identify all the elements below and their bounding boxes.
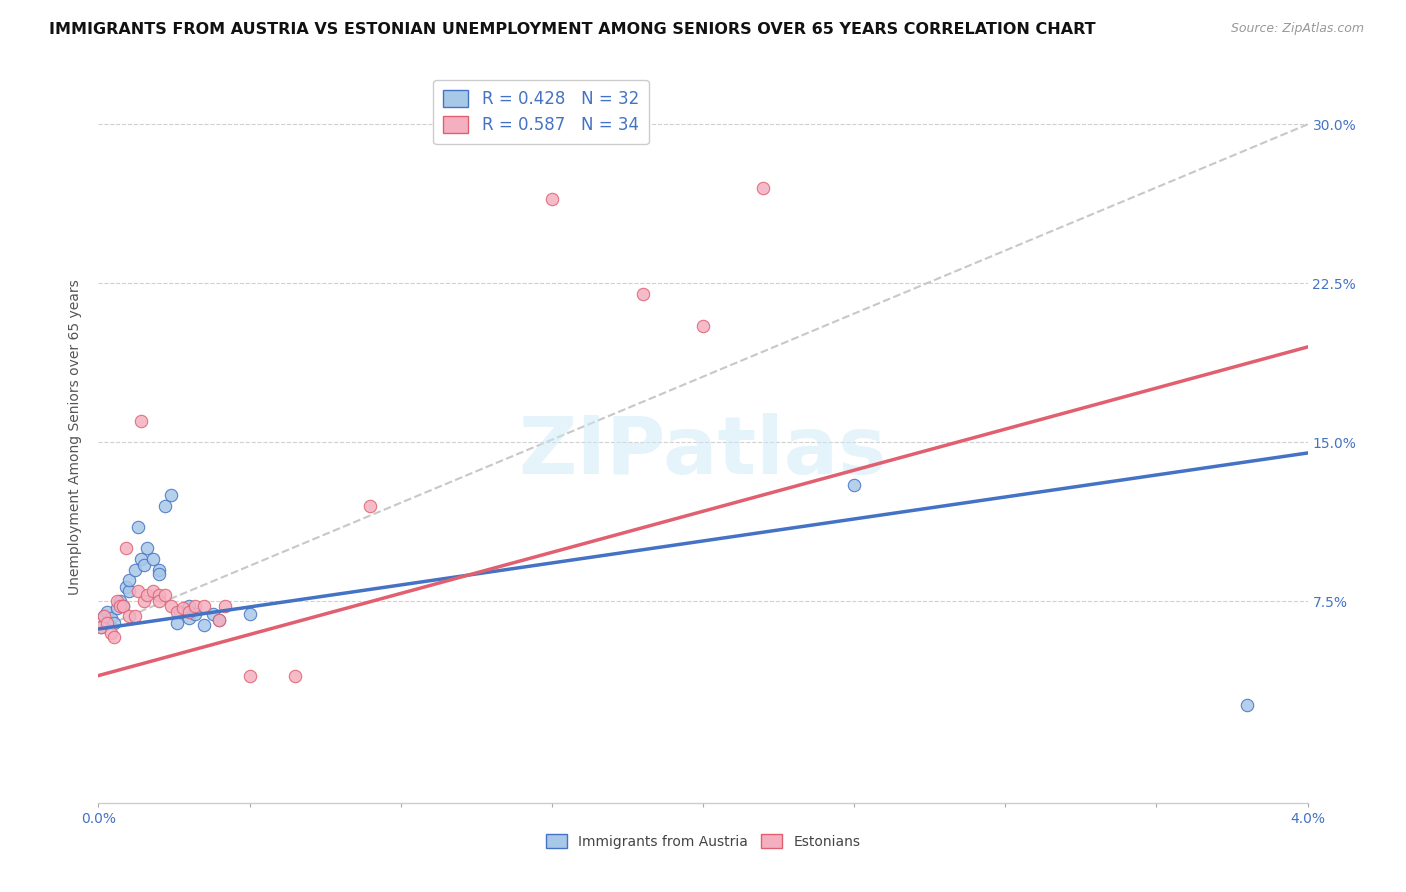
Point — [114, 541, 136, 556]
Point — [193, 617, 215, 632]
Point — [540, 192, 562, 206]
Point — [142, 583, 165, 598]
Point — [103, 631, 125, 645]
Point — [135, 541, 157, 556]
Point — [153, 499, 176, 513]
Point — [172, 600, 194, 615]
Text: IMMIGRANTS FROM AUSTRIA VS ESTONIAN UNEMPLOYMENT AMONG SENIORS OVER 65 YEARS COR: IMMIGRANTS FROM AUSTRIA VS ESTONIAN UNEM… — [49, 22, 1095, 37]
Y-axis label: Unemployment Among Seniors over 65 years: Unemployment Among Seniors over 65 years — [69, 279, 83, 595]
Point — [148, 563, 170, 577]
Point — [118, 609, 141, 624]
Point — [148, 588, 170, 602]
Point — [93, 609, 115, 624]
Text: Source: ZipAtlas.com: Source: ZipAtlas.com — [1230, 22, 1364, 36]
Point — [127, 583, 149, 598]
Point — [105, 600, 128, 615]
Point — [103, 615, 125, 630]
Point — [214, 599, 236, 613]
Point — [752, 181, 775, 195]
Point — [96, 605, 118, 619]
Point — [105, 594, 128, 608]
Point — [90, 620, 112, 634]
Point — [100, 611, 122, 625]
Point — [160, 488, 183, 502]
Point — [132, 594, 155, 608]
Point — [193, 599, 215, 613]
Point — [692, 318, 714, 333]
Point — [100, 626, 122, 640]
Point — [118, 583, 141, 598]
Point — [844, 477, 866, 491]
Point — [179, 611, 201, 625]
Point — [135, 588, 157, 602]
Point — [129, 552, 152, 566]
Text: ZIPatlas: ZIPatlas — [519, 413, 887, 491]
Point — [160, 599, 183, 613]
Point — [184, 607, 207, 621]
Point — [166, 605, 188, 619]
Point — [124, 563, 146, 577]
Point — [96, 615, 118, 630]
Point — [90, 620, 112, 634]
Point — [239, 668, 262, 682]
Point — [129, 414, 152, 428]
Point — [202, 607, 225, 621]
Point — [1236, 698, 1258, 713]
Point — [239, 607, 262, 621]
Point — [284, 668, 307, 682]
Point — [179, 599, 201, 613]
Point — [127, 520, 149, 534]
Point — [114, 580, 136, 594]
Point — [111, 599, 134, 613]
Point — [132, 558, 155, 573]
Point — [360, 499, 382, 513]
Point — [111, 599, 134, 613]
Point — [169, 605, 191, 619]
Point — [93, 609, 115, 624]
Legend: Immigrants from Austria, Estonians: Immigrants from Austria, Estonians — [540, 829, 866, 855]
Point — [148, 566, 170, 581]
Point — [153, 588, 176, 602]
Point — [179, 605, 201, 619]
Point — [184, 599, 207, 613]
Point — [208, 614, 231, 628]
Point — [208, 614, 231, 628]
Point — [108, 594, 131, 608]
Point — [142, 552, 165, 566]
Point — [108, 599, 131, 613]
Point — [148, 594, 170, 608]
Point — [124, 609, 146, 624]
Point — [118, 573, 141, 587]
Point — [166, 615, 188, 630]
Point — [631, 287, 654, 301]
